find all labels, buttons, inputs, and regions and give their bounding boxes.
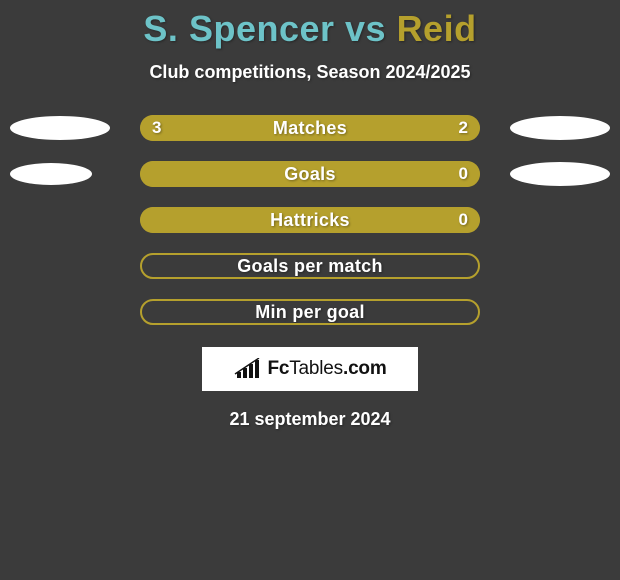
bar-value-right: 2 — [459, 118, 468, 138]
bar-outer: 3 Matches 2 — [140, 115, 480, 141]
title-left-name: S. Spencer — [143, 8, 334, 49]
bar-outer: Hattricks 0 — [140, 207, 480, 233]
bar-row: 3 Matches 2 — [0, 115, 620, 141]
placeholder-ellipse-left — [10, 116, 110, 140]
bar-outer: Goals 0 — [140, 161, 480, 187]
bar-row: Goals per match — [0, 253, 620, 279]
comparison-bars: 3 Matches 2 Goals 0 Hattricks 0 Goals per match… — [0, 115, 620, 325]
bar-value-left: 3 — [152, 118, 161, 138]
bar-value-right: 0 — [459, 210, 468, 230]
placeholder-ellipse-left — [10, 163, 92, 185]
page-root: S. Spencer vs Reid Club competitions, Se… — [0, 0, 620, 580]
bar-label: Hattricks — [270, 210, 350, 231]
bar-label: Min per goal — [255, 302, 365, 323]
bar-label: Matches — [273, 118, 347, 139]
logo-text-b: Tables — [289, 358, 343, 379]
bars-icon — [233, 358, 261, 380]
date-line: 21 september 2024 — [0, 409, 620, 430]
bar-row: Min per goal — [0, 299, 620, 325]
bar-value-right: 0 — [459, 164, 468, 184]
page-title: S. Spencer vs Reid — [0, 0, 620, 50]
logo: FcTables.com — [202, 347, 418, 391]
logo-text: FcTables.com — [267, 358, 386, 380]
bar-row: Hattricks 0 — [0, 207, 620, 233]
logo-text-a: Fc — [267, 358, 289, 379]
bar-label: Goals per match — [237, 256, 383, 277]
logo-text-c: .com — [343, 358, 387, 379]
bar-outer: Min per goal — [140, 299, 480, 325]
title-vs: vs — [335, 8, 397, 49]
placeholder-ellipse-right — [510, 162, 610, 186]
subtitle: Club competitions, Season 2024/2025 — [0, 62, 620, 83]
bar-outer: Goals per match — [140, 253, 480, 279]
bar-label: Goals — [284, 164, 336, 185]
bar-row: Goals 0 — [0, 161, 620, 187]
title-right-name: Reid — [397, 8, 477, 49]
placeholder-ellipse-right — [510, 116, 610, 140]
